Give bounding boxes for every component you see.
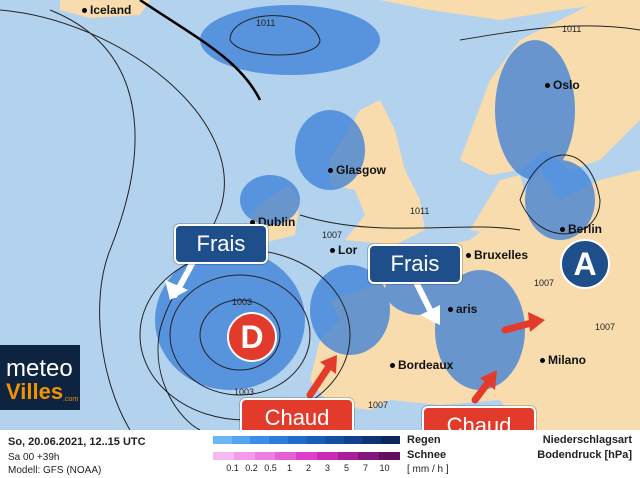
isobar-label: 1011	[562, 24, 582, 34]
type-label: Niederschlagsart	[542, 434, 632, 446]
isobar-label: 1007	[534, 278, 555, 288]
scale-ticks: 0.1 0.2 0.5 1 2 3 5 7 10	[223, 463, 394, 473]
callout-frais-west: Frais	[174, 224, 268, 264]
isobar-label: 1007	[322, 230, 343, 240]
scale-tick: 2	[305, 463, 311, 473]
rain-swatch	[250, 436, 270, 444]
rain-swatch	[325, 436, 344, 444]
snow-swatch	[358, 452, 380, 460]
rain-swatch	[381, 436, 401, 444]
city-berlin: Berlin	[560, 222, 602, 236]
front-line	[139, 0, 262, 101]
city-bruxelles: Bruxelles	[466, 248, 528, 262]
city-london: Lor	[330, 243, 357, 257]
scale-tick: 3	[324, 463, 330, 473]
logo-text: meteo	[6, 355, 73, 382]
snow-swatch	[337, 452, 359, 460]
snow-swatch	[296, 452, 317, 460]
scale-tick: 1	[286, 463, 292, 473]
snow-swatch	[275, 452, 297, 460]
rain-swatch	[343, 436, 363, 444]
rain-color-scale	[213, 436, 401, 444]
weather-map	[0, 0, 640, 430]
legend-footer: So, 20.06.2021, 12..15 UTC Sa 00 +39h Mo…	[0, 430, 640, 478]
city-paris: aris	[448, 302, 477, 316]
city-bordeaux: Bordeaux	[390, 358, 453, 372]
scale-tick: 10	[379, 463, 390, 473]
scale-tick: 0.1	[226, 463, 239, 473]
isobar-label: 1011	[410, 206, 430, 216]
snow-swatch	[213, 452, 234, 460]
scale-tick: 5	[343, 463, 349, 473]
snow-swatch	[233, 452, 255, 460]
rain-swatch	[213, 436, 232, 444]
rain-swatch	[231, 436, 251, 444]
callout-frais-east: Frais	[368, 244, 462, 284]
city-oslo: Oslo	[545, 78, 580, 92]
run-info: Sa 00 +39h	[8, 452, 60, 463]
isobar-label: 1003	[234, 387, 255, 397]
rain-label: Regen	[407, 434, 441, 446]
isobar-label: 1007	[368, 400, 389, 410]
scale-tick: 0.2	[245, 463, 258, 473]
model-info: Modell: GFS (NOAA)	[8, 465, 102, 476]
logo-text: Villes	[6, 379, 64, 404]
meteovilles-logo: meteo Villes .com	[0, 345, 80, 410]
snow-color-scale	[213, 452, 401, 460]
snow-swatch	[379, 452, 401, 460]
isobar-label: 1003	[232, 297, 253, 307]
datetime: So, 20.06.2021, 12..15 UTC	[8, 436, 146, 448]
isobar-label: 1007	[595, 322, 616, 332]
snow-swatch	[254, 452, 276, 460]
isobar-label: 1011	[256, 18, 276, 28]
high-pressure-marker: A	[560, 239, 610, 289]
unit-label: [ mm / h ]	[407, 464, 449, 475]
pressure-label: Bodendruck [hPa]	[537, 449, 632, 461]
snow-swatch	[316, 452, 338, 460]
rain-swatch	[287, 436, 307, 444]
city-glasgow: Glasgow	[328, 163, 386, 177]
rain-swatch	[362, 436, 382, 444]
scale-tick: 0.5	[264, 463, 277, 473]
low-pressure-marker: D	[227, 312, 277, 362]
snow-label: Schnee	[407, 449, 447, 461]
rain-swatch	[269, 436, 288, 444]
logo-text: .com	[63, 396, 79, 403]
city-milano: Milano	[540, 353, 586, 367]
city-iceland: Iceland	[82, 3, 131, 17]
city-dublin: Dublin	[250, 215, 295, 229]
rain-swatch	[306, 436, 326, 444]
scale-tick: 7	[362, 463, 368, 473]
